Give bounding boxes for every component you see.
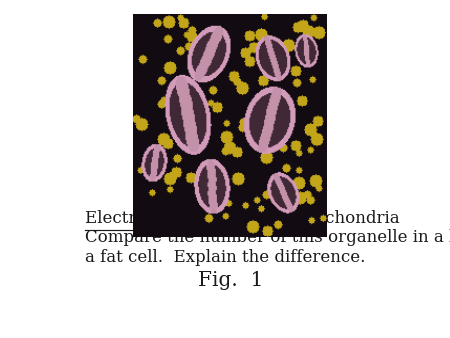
Text: a fat cell.  Explain the difference.: a fat cell. Explain the difference. (85, 249, 365, 266)
Text: Fig.  1: Fig. 1 (198, 271, 263, 290)
Text: Compare the number of this organelle in a liver cell and in: Compare the number of this organelle in … (85, 229, 450, 246)
Text: Electron micrograph of mitochondria: Electron micrograph of mitochondria (85, 210, 400, 227)
